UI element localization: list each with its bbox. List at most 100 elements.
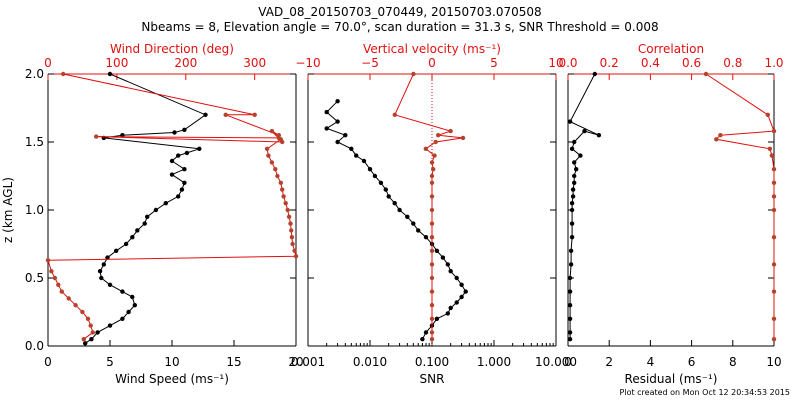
top-axis-label: Vertical velocity (ms⁻¹) (363, 42, 501, 56)
data-point-bottom (572, 160, 577, 165)
data-point-top (771, 262, 777, 267)
data-point-bottom (459, 282, 464, 287)
data-point-top (429, 194, 435, 199)
data-point-bottom (392, 201, 397, 206)
x-tick-label: 4 (647, 355, 655, 369)
series-line-bottom (569, 73, 600, 340)
y-axis-label: z (km AGL) (1, 177, 15, 243)
data-point-top (223, 112, 228, 118)
data-point-bottom (567, 330, 573, 335)
x-tick-label: 15 (226, 355, 241, 369)
data-point-bottom (397, 207, 402, 213)
data-point-bottom (440, 255, 446, 260)
data-point-bottom (130, 235, 135, 240)
data-point-bottom (568, 248, 574, 253)
data-point-bottom (434, 248, 440, 253)
x-axis-label: Wind Speed (ms⁻¹) (115, 372, 229, 386)
data-point-top (278, 137, 283, 142)
x-tick-label: 0 (564, 355, 572, 369)
figure-title-line2: Nbeams = 8, Elevation angle = 70.0°, sca… (141, 20, 658, 34)
data-point-top (66, 296, 71, 301)
panel-left (45, 71, 299, 347)
x-tick-label: 0.010 (353, 355, 387, 369)
x-axis-label: SNR (420, 372, 445, 386)
x-tick-label: 8 (729, 355, 737, 369)
data-point-bottom (568, 262, 574, 267)
data-point-bottom (454, 275, 459, 281)
x-tick-label: 10.000 (535, 355, 577, 369)
y-tick-label: 0.5 (25, 271, 44, 285)
data-point-top (290, 241, 295, 247)
data-point-top (433, 139, 438, 145)
data-point-top (283, 201, 288, 206)
data-point-bottom (411, 221, 416, 226)
top-tick-label: 0.2 (600, 56, 619, 70)
data-point-bottom (570, 194, 576, 199)
data-point-bottom (567, 303, 573, 308)
data-point-top (429, 275, 435, 281)
data-point-top (429, 303, 435, 308)
data-point-bottom (567, 119, 573, 124)
data-point-bottom (448, 305, 453, 311)
data-point-bottom (570, 187, 576, 192)
data-point-top (289, 228, 294, 233)
y-tick-label: 2.0 (25, 67, 44, 81)
data-point-bottom (578, 153, 583, 158)
y-tick-label: 1.5 (25, 135, 44, 149)
series-line-bottom (84, 73, 207, 344)
data-point-top (460, 135, 466, 141)
data-point-bottom (386, 194, 391, 199)
data-point-top (49, 269, 54, 274)
data-point-top (289, 235, 295, 240)
data-point-bottom (83, 341, 88, 346)
data-point-bottom (349, 146, 354, 151)
data-point-top (286, 214, 292, 219)
data-point-top (264, 146, 270, 151)
x-tick-label: 6 (688, 355, 696, 369)
top-tick-label: 300 (243, 56, 266, 70)
data-point-bottom (176, 153, 181, 158)
data-point-bottom (105, 255, 110, 260)
data-point-bottom (582, 128, 587, 134)
top-tick-label: 0.0 (558, 56, 577, 70)
data-point-bottom (367, 167, 373, 172)
top-tick-label: 100 (105, 56, 128, 70)
data-point-top (429, 207, 435, 213)
top-tick-label: 1.0 (764, 56, 783, 70)
data-point-top (718, 133, 723, 138)
data-point-top (90, 330, 96, 335)
data-point-bottom (423, 235, 429, 240)
y-tick-label: 1.0 (25, 203, 44, 217)
data-point-bottom (343, 133, 348, 138)
data-point-top (280, 187, 285, 192)
data-point-bottom (383, 187, 388, 192)
data-point-bottom (169, 172, 175, 177)
x-tick-label: 10 (766, 355, 781, 369)
data-point-bottom (182, 127, 187, 132)
data-point-bottom (107, 71, 113, 77)
data-point-bottom (569, 235, 575, 240)
data-point-top (52, 275, 58, 281)
data-point-bottom (416, 228, 421, 233)
data-point-top (429, 221, 435, 226)
top-tick-label: 200 (174, 56, 197, 70)
data-point-bottom (572, 180, 577, 185)
data-point-top (61, 71, 66, 77)
data-point-bottom (569, 146, 575, 151)
data-point-top (771, 337, 777, 342)
data-point-bottom (569, 201, 575, 206)
data-point-top (269, 128, 275, 134)
data-point-top (88, 323, 93, 328)
data-point-bottom (142, 221, 147, 226)
data-point-top (252, 112, 257, 118)
data-point-bottom (423, 330, 429, 335)
series-line-top (705, 73, 775, 340)
data-point-top (429, 337, 435, 342)
data-point-bottom (120, 289, 125, 294)
data-point-top (429, 289, 435, 294)
data-point-top (56, 282, 61, 287)
data-point-bottom (324, 109, 329, 115)
top-axis-label: Correlation (638, 42, 704, 56)
data-point-bottom (114, 248, 119, 253)
